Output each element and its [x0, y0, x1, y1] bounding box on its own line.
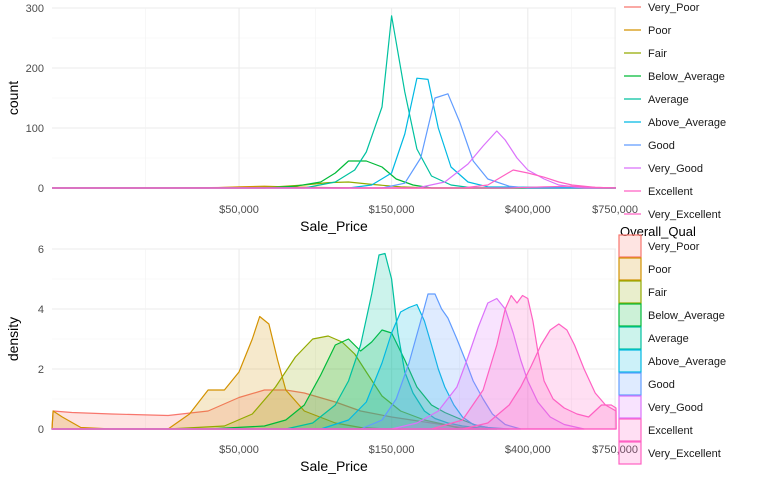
legend-key-swatch [618, 372, 642, 396]
y-tick-label: 6 [38, 244, 44, 256]
legend-item: Below_Average [618, 303, 725, 327]
legend-key-swatch [618, 441, 642, 465]
legend-label: Very_Good [648, 163, 703, 175]
legend-label: Excellent [648, 425, 693, 437]
legend-item: Very_Excellent [624, 209, 721, 221]
legend-item: Very_Excellent [618, 441, 721, 465]
x-tick-label: $750,000 [592, 204, 638, 216]
gridlines [52, 7, 616, 189]
density-area-above-average [51, 303, 510, 430]
legend-key-swatch [618, 326, 642, 350]
legend-label: Very_Excellent [648, 448, 721, 460]
legend-item: Good [618, 372, 675, 396]
legend-count: Very_Poor Poor Fair Below_Average Average Abo… [624, 2, 726, 221]
density-area-below-average [51, 329, 498, 430]
series-group [52, 15, 617, 189]
legend-label: Below_Average [648, 71, 725, 83]
legend-key-swatch [618, 280, 642, 304]
y-tick-label: 100 [26, 123, 44, 135]
x-tick-label: $150,000 [369, 204, 415, 216]
legend-label: Fair [648, 48, 667, 60]
series-group [51, 252, 617, 430]
count-line-good [52, 93, 616, 189]
legend-label: Very_Good [648, 402, 703, 414]
legend-item: Average [624, 94, 689, 106]
count-line-very-good [52, 130, 616, 189]
legend-label: Very_Poor [648, 241, 700, 253]
legend-key-swatch [618, 418, 642, 442]
legend-item: Very_Good [618, 395, 703, 419]
legend-key-swatch [618, 395, 642, 419]
legend-item: Poor [618, 257, 672, 281]
x-axis-title: Sale_Price [300, 218, 368, 234]
legend-item: Above_Average [618, 349, 726, 373]
legend-item: Above_Average [624, 117, 726, 129]
legend-label: Below_Average [648, 310, 725, 322]
x-axis-title: Sale_Price [300, 458, 368, 474]
y-tick-label: 200 [26, 63, 44, 75]
y-tick-label: 0 [38, 424, 44, 436]
legend-label: Fair [648, 287, 667, 299]
density-area-very-excellent [51, 323, 617, 430]
legend-item: Fair [618, 280, 667, 304]
legend-item: Very_Good [624, 163, 703, 175]
legend-key-swatch [618, 303, 642, 327]
legend-key-swatch [618, 349, 642, 373]
y-axis-title: count [5, 81, 21, 115]
x-tick-label: $150,000 [369, 444, 415, 456]
count-line-very-excellent [52, 185, 617, 189]
legend-item: Below_Average [624, 71, 725, 83]
legend-label: Very_Poor [648, 2, 700, 14]
density-area-poor [51, 315, 402, 430]
legend-label: Very_Excellent [648, 209, 721, 221]
legend-item: Good [624, 140, 675, 152]
chart-panel-1: 0 100 200 300 $50,000 $150,000 $400,000 $750,00… [5, 3, 638, 234]
legend-density: Overall_QualVery_PoorPoorFairBelow_Avera… [618, 224, 726, 465]
x-tick-label: $50,000 [219, 204, 259, 216]
legend-key-swatch [618, 257, 642, 281]
legend-label: Average [648, 333, 689, 345]
y-tick-label: 4 [38, 304, 44, 316]
legend-item: Fair [624, 48, 667, 60]
legend-label: Poor [648, 25, 672, 37]
legend-label: Good [648, 379, 675, 391]
count-line-excellent [52, 169, 617, 189]
count-line-below-average [52, 160, 616, 189]
x-tick-label: $50,000 [219, 444, 259, 456]
legend-label: Average [648, 94, 689, 106]
legend-label: Excellent [648, 186, 693, 198]
count-line-above-average [52, 77, 617, 189]
x-tick-label: $400,000 [505, 204, 551, 216]
x-tick-label: $750,000 [592, 444, 638, 456]
y-tick-label: 0 [38, 183, 44, 195]
count-line-average [52, 15, 616, 189]
legend-item: Excellent [624, 186, 693, 198]
legend-item: Poor [624, 25, 672, 37]
legend-item: Average [618, 326, 689, 350]
density-area-average [51, 252, 489, 430]
legend-label: Above_Average [648, 117, 726, 129]
legend-item: Very_Poor [624, 2, 700, 14]
chart-panel-2: 0 2 4 6 $50,000 $150,000 $400,000 $750,000 Sale_… [5, 244, 638, 474]
legend-item: Excellent [618, 418, 693, 442]
density-area-very-good [51, 297, 585, 430]
y-axis-title: density [5, 317, 21, 361]
x-tick-label: $400,000 [505, 444, 551, 456]
y-tick-label: 2 [38, 364, 44, 376]
y-tick-label: 300 [26, 3, 44, 15]
legend-key-swatch [618, 234, 642, 258]
density-area-good [51, 293, 522, 430]
legend-label: Poor [648, 264, 672, 276]
legend-label: Above_Average [648, 356, 726, 368]
legend-label: Good [648, 140, 675, 152]
legend-item: Very_Poor [618, 234, 700, 258]
